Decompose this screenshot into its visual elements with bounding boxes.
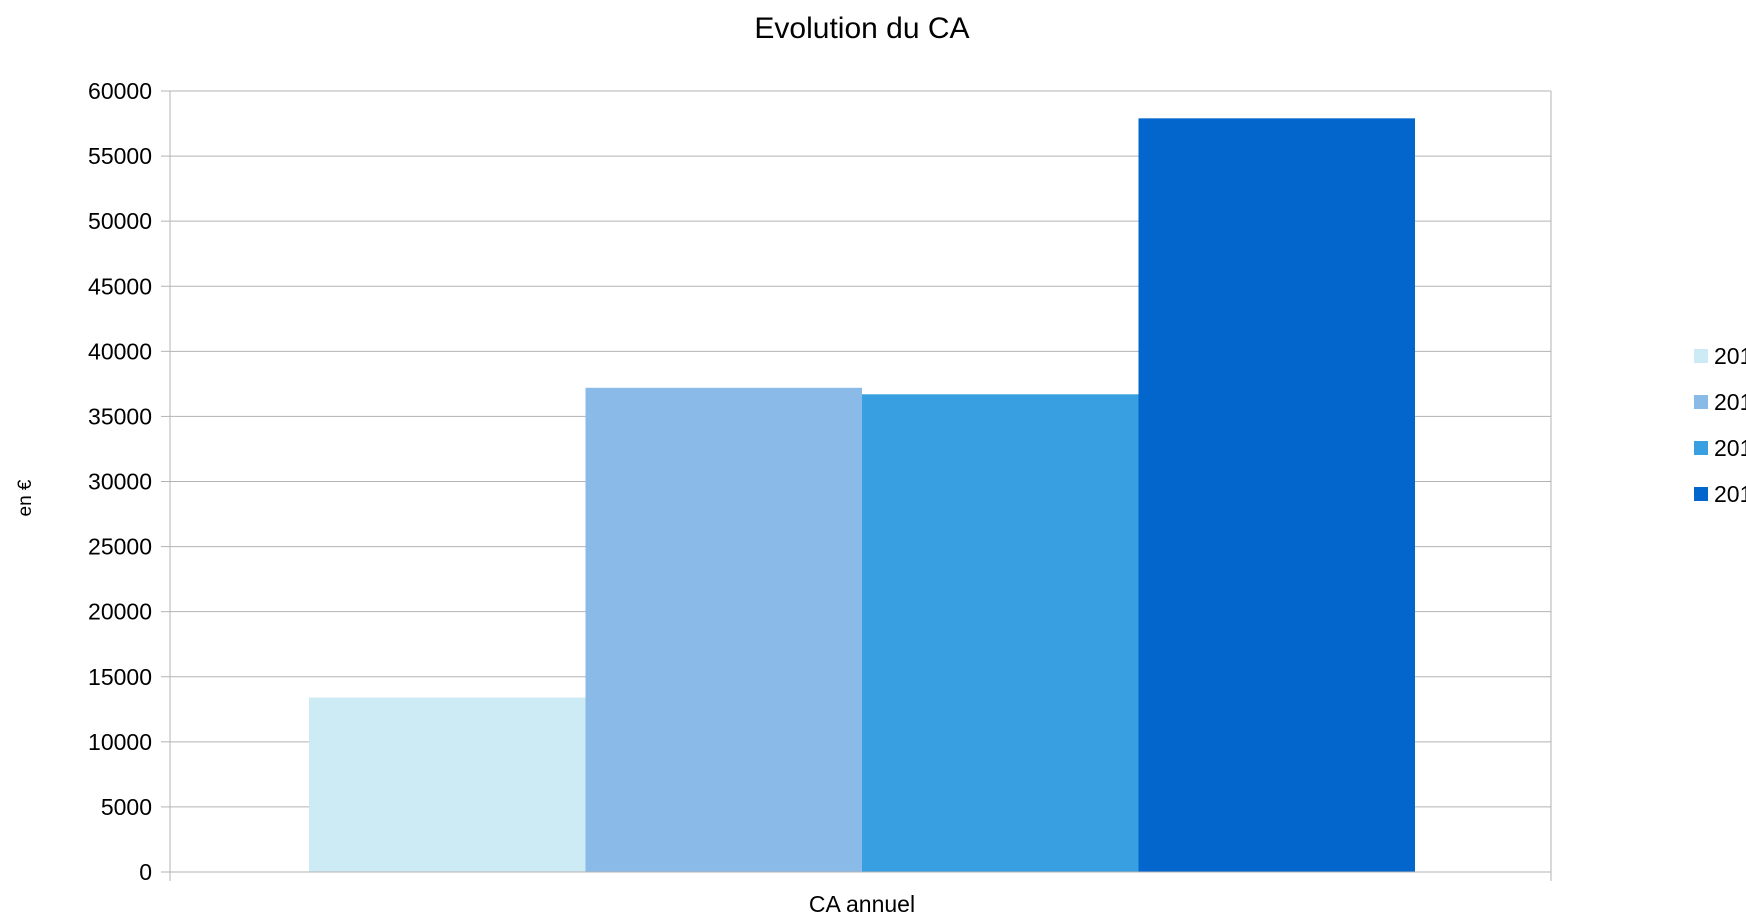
y-tick-label: 5000 xyxy=(101,794,152,820)
y-tick-label: 10000 xyxy=(88,729,152,755)
legend-label: 2018 xyxy=(1714,435,1746,461)
y-axis-label: en € xyxy=(15,479,36,516)
legend: 2016 2017 2018 2019 xyxy=(1694,343,1746,507)
legend-swatch-2016 xyxy=(1694,349,1708,363)
y-tick-label: 40000 xyxy=(88,338,152,364)
y-tick-label: 20000 xyxy=(88,599,152,625)
y-tick-label: 15000 xyxy=(88,664,152,690)
bar-2016 xyxy=(309,697,586,872)
legend-label: 2016 xyxy=(1714,343,1746,369)
bar-2019 xyxy=(1138,118,1415,872)
legend-label: 2019 xyxy=(1714,481,1746,507)
y-axis: 0 5000 10000 15000 20000 25000 30000 35000 40000… xyxy=(88,78,1552,885)
y-tick-label: 50000 xyxy=(88,208,152,234)
bar-2017 xyxy=(585,387,862,872)
y-tick-label: 60000 xyxy=(88,78,152,104)
y-tick-label: 0 xyxy=(139,859,152,885)
legend-swatch-2017 xyxy=(1694,395,1708,409)
y-tick-label: 25000 xyxy=(88,534,152,560)
legend-swatch-2018 xyxy=(1694,441,1708,455)
chart-title: Evolution du CA xyxy=(754,12,969,45)
bar-2018 xyxy=(862,394,1139,872)
y-tick-label: 30000 xyxy=(88,469,152,495)
legend-swatch-2019 xyxy=(1694,487,1708,501)
y-tick-label: 45000 xyxy=(88,273,152,299)
bars xyxy=(309,118,1415,872)
legend-label: 2017 xyxy=(1714,389,1746,415)
y-tick-label: 55000 xyxy=(88,143,152,169)
y-tick-label: 35000 xyxy=(88,403,152,429)
x-axis-label: CA annuel xyxy=(809,891,915,917)
